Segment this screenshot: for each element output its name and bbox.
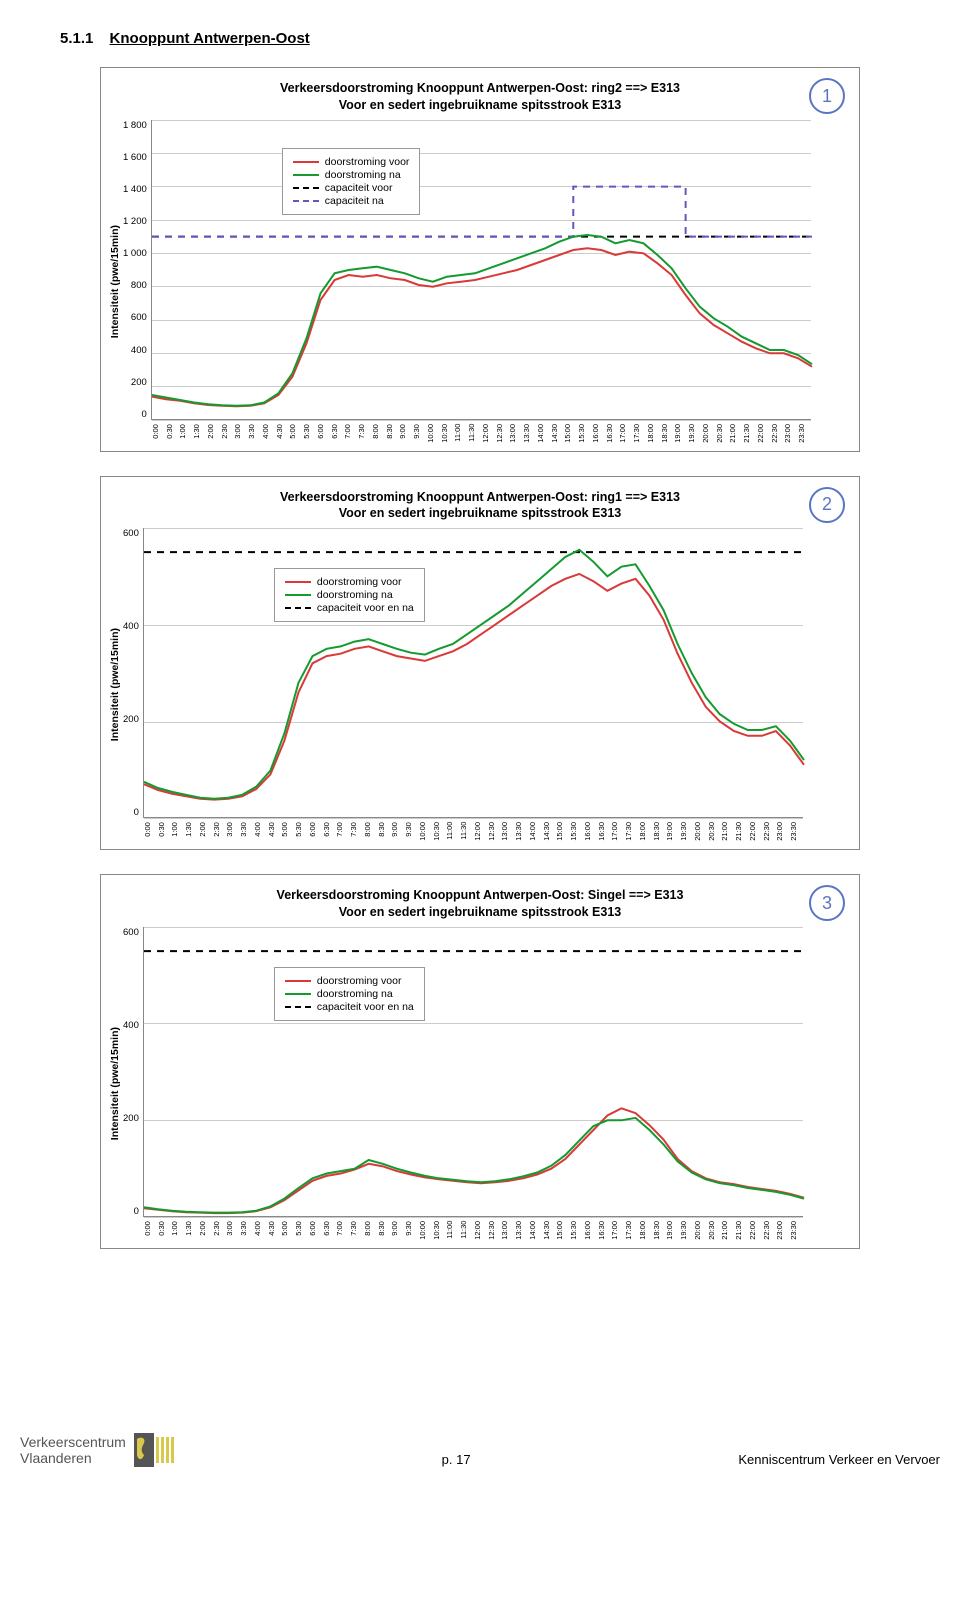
footer-logo: Verkeerscentrum Vlaanderen [20,1433,174,1467]
chart-1: 1Verkeersdoorstroming Knooppunt Antwerpe… [100,67,860,452]
y-axis-label: Intensiteit (pwe/15min) [109,1027,121,1140]
plot-area: doorstroming voordoorstroming nacapacite… [151,120,811,420]
legend-label: doorstroming voor [317,576,402,588]
legend-label: capaciteit na [325,195,384,207]
section-number: 5.1.1 [60,30,93,47]
legend-label: capaciteit voor en na [317,1001,414,1013]
page-footer: Verkeerscentrum Vlaanderen p. 17 Kennisc… [0,1433,960,1477]
chart-title: Verkeersdoorstroming Knooppunt Antwerpen… [149,80,811,114]
logo-mark-icon [134,1433,174,1467]
plot-area: doorstroming voordoorstroming nacapacite… [143,528,803,818]
legend-label: doorstroming na [317,589,393,601]
chart-badge: 3 [809,885,845,921]
section-heading: 5.1.1 Knooppunt Antwerpen-Oost [60,30,900,47]
legend-label: capaciteit voor [325,182,393,194]
chart-title: Verkeersdoorstroming Knooppunt Antwerpen… [149,887,811,921]
legend-label: capaciteit voor en na [317,602,414,614]
chart-badge: 1 [809,78,845,114]
chart-badge: 2 [809,487,845,523]
footer-org: Kenniscentrum Verkeer en Vervoer [738,1452,940,1467]
legend-label: doorstroming na [317,988,393,1000]
legend-label: doorstroming voor [325,156,410,168]
legend: doorstroming voordoorstroming nacapacite… [274,568,425,622]
legend-label: doorstroming voor [317,975,402,987]
y-axis-label: Intensiteit (pwe/15min) [109,628,121,741]
section-title: Knooppunt Antwerpen-Oost [110,30,310,47]
chart-3: 3Verkeersdoorstroming Knooppunt Antwerpe… [100,874,860,1249]
legend: doorstroming voordoorstroming nacapacite… [282,148,421,215]
legend-label: doorstroming na [325,169,401,181]
chart-title: Verkeersdoorstroming Knooppunt Antwerpen… [149,489,811,523]
plot-area: doorstroming voordoorstroming nacapacite… [143,927,803,1217]
chart-2: 2Verkeersdoorstroming Knooppunt Antwerpe… [100,476,860,851]
y-axis-label: Intensiteit (pwe/15min) [109,225,121,338]
logo-line1: Verkeerscentrum [20,1434,126,1450]
logo-line2: Vlaanderen [20,1450,126,1466]
page-number: p. 17 [442,1452,471,1467]
legend: doorstroming voordoorstroming nacapacite… [274,967,425,1021]
